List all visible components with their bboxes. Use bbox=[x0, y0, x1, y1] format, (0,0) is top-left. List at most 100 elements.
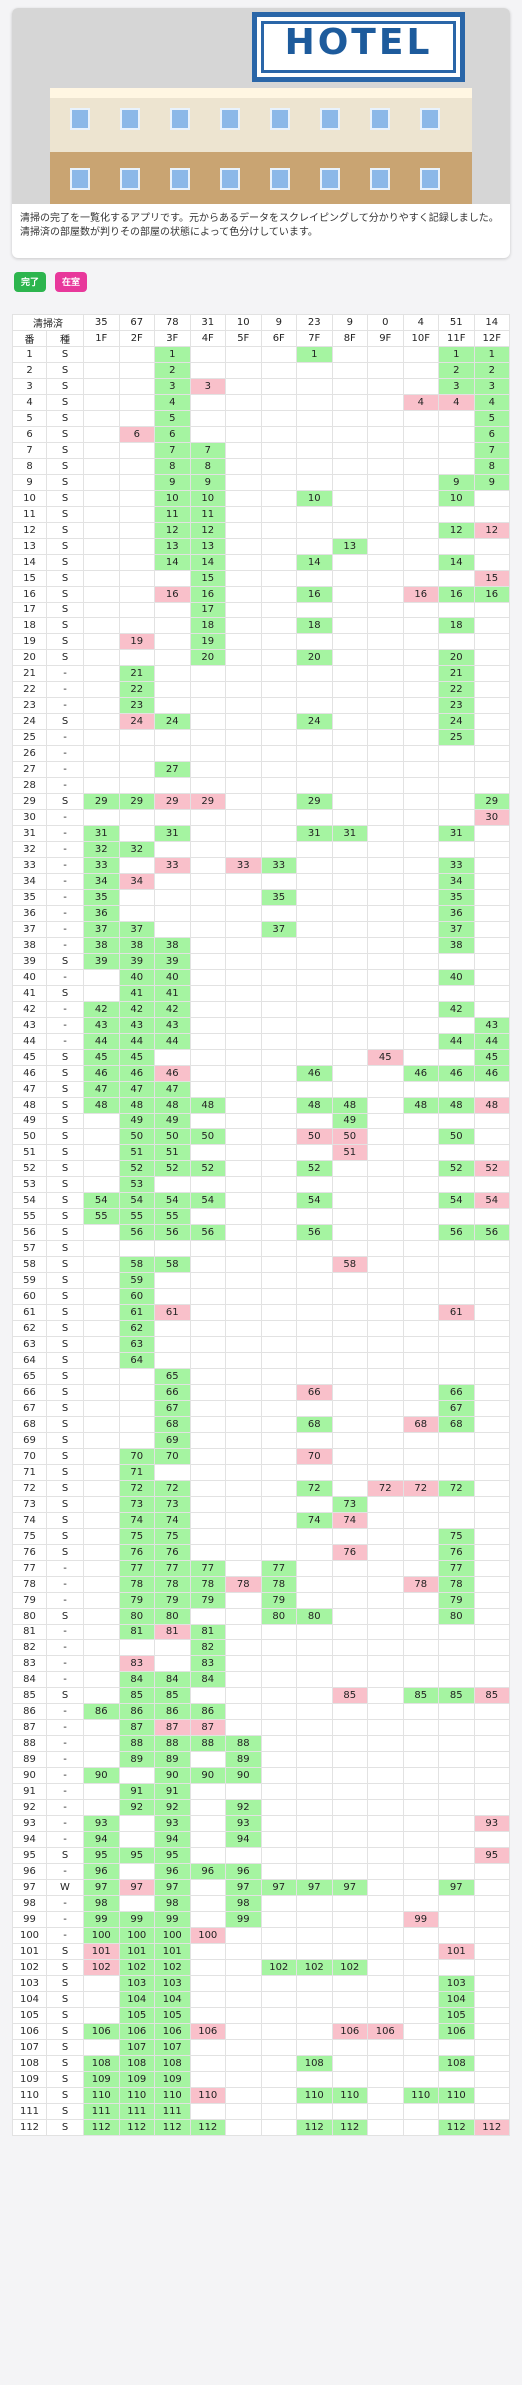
room-status-cell[interactable]: 39 bbox=[83, 952, 120, 970]
room-status-cell[interactable]: 16 bbox=[189, 585, 226, 603]
room-status-cell[interactable]: 110 bbox=[118, 2086, 155, 2104]
room-status-cell[interactable]: 107 bbox=[154, 2038, 191, 2056]
room-status-cell[interactable]: 39 bbox=[154, 952, 191, 970]
room-status-cell[interactable]: 1 bbox=[438, 346, 475, 363]
room-status-cell[interactable]: 109 bbox=[154, 2070, 191, 2088]
room-status-cell[interactable]: 56 bbox=[118, 1224, 155, 1242]
room-status-cell[interactable]: 50 bbox=[118, 1128, 155, 1146]
room-status-cell[interactable]: 108 bbox=[83, 2054, 120, 2072]
room-status-cell[interactable]: 75 bbox=[154, 1527, 191, 1545]
room-status-cell[interactable]: 101 bbox=[438, 1942, 475, 1960]
room-status-cell[interactable]: 3 bbox=[154, 377, 191, 395]
room-status-cell[interactable]: 68 bbox=[154, 1415, 191, 1433]
room-status-cell[interactable]: 21 bbox=[438, 665, 475, 683]
room-status-cell[interactable]: 35 bbox=[83, 888, 120, 906]
room-status-cell[interactable]: 42 bbox=[438, 1000, 475, 1018]
room-status-cell[interactable]: 72 bbox=[438, 1479, 475, 1497]
room-status-cell[interactable]: 2 bbox=[473, 361, 510, 379]
room-status-cell[interactable]: 9 bbox=[473, 473, 510, 491]
room-status-cell[interactable]: 85 bbox=[331, 1687, 368, 1705]
room-status-cell[interactable]: 46 bbox=[154, 1064, 191, 1082]
room-status-cell[interactable]: 78 bbox=[260, 1575, 297, 1593]
room-status-cell[interactable]: 29 bbox=[83, 793, 120, 811]
room-status-cell[interactable]: 76 bbox=[154, 1543, 191, 1561]
room-status-cell[interactable]: 96 bbox=[225, 1863, 262, 1880]
room-status-cell[interactable]: 89 bbox=[225, 1751, 262, 1769]
room-status-cell[interactable]: 84 bbox=[154, 1671, 191, 1689]
room-status-cell[interactable]: 107 bbox=[118, 2038, 155, 2056]
room-status-cell[interactable]: 104 bbox=[118, 1990, 155, 2008]
room-status-cell[interactable]: 87 bbox=[154, 1719, 191, 1737]
room-status-cell[interactable]: 105 bbox=[154, 2006, 191, 2024]
room-status-cell[interactable]: 38 bbox=[118, 936, 155, 954]
room-status-cell[interactable]: 29 bbox=[118, 793, 155, 811]
room-status-cell[interactable]: 4 bbox=[473, 393, 510, 411]
room-status-cell[interactable]: 96 bbox=[83, 1863, 120, 1880]
done-button[interactable]: 完了 bbox=[14, 272, 47, 292]
room-status-cell[interactable]: 99 bbox=[118, 1910, 155, 1928]
room-status-cell[interactable]: 84 bbox=[118, 1671, 155, 1689]
room-status-cell[interactable]: 1 bbox=[296, 346, 333, 363]
room-status-cell[interactable]: 72 bbox=[296, 1479, 333, 1497]
room-status-cell[interactable]: 98 bbox=[154, 1894, 191, 1912]
room-status-cell[interactable]: 51 bbox=[118, 1144, 155, 1162]
room-status-cell[interactable]: 32 bbox=[118, 841, 155, 858]
room-status-cell[interactable]: 67 bbox=[154, 1399, 191, 1417]
room-status-cell[interactable]: 99 bbox=[83, 1910, 120, 1928]
room-status-cell[interactable]: 4 bbox=[154, 393, 191, 411]
room-status-cell[interactable]: 63 bbox=[118, 1336, 155, 1354]
room-status-cell[interactable]: 79 bbox=[118, 1591, 155, 1609]
room-status-cell[interactable]: 93 bbox=[83, 1815, 120, 1833]
room-status-cell[interactable]: 85 bbox=[438, 1687, 475, 1705]
room-status-cell[interactable]: 5 bbox=[473, 409, 510, 427]
room-status-cell[interactable]: 10 bbox=[438, 489, 475, 507]
room-status-cell[interactable]: 111 bbox=[83, 2102, 120, 2120]
room-status-cell[interactable]: 99 bbox=[154, 1910, 191, 1928]
room-status-cell[interactable]: 110 bbox=[154, 2086, 191, 2104]
room-status-cell[interactable]: 36 bbox=[83, 904, 120, 922]
room-status-cell[interactable]: 16 bbox=[473, 585, 510, 603]
room-status-cell[interactable]: 75 bbox=[118, 1527, 155, 1545]
room-status-cell[interactable]: 112 bbox=[154, 2118, 191, 2136]
room-status-cell[interactable]: 110 bbox=[331, 2086, 368, 2104]
room-status-cell[interactable]: 102 bbox=[154, 1958, 191, 1976]
room-status-cell[interactable]: 101 bbox=[83, 1942, 120, 1960]
room-status-cell[interactable]: 52 bbox=[189, 1160, 226, 1178]
room-status-cell[interactable]: 55 bbox=[154, 1208, 191, 1226]
room-status-cell[interactable]: 14 bbox=[154, 553, 191, 571]
room-status-cell[interactable]: 52 bbox=[118, 1160, 155, 1178]
room-status-cell[interactable]: 16 bbox=[402, 585, 439, 603]
room-status-cell[interactable]: 106 bbox=[331, 2022, 368, 2040]
room-status-cell[interactable]: 97 bbox=[83, 1879, 120, 1896]
room-status-cell[interactable]: 44 bbox=[83, 1032, 120, 1050]
room-status-cell[interactable]: 19 bbox=[118, 633, 155, 651]
room-status-cell[interactable]: 66 bbox=[296, 1383, 333, 1401]
room-status-cell[interactable]: 106 bbox=[189, 2022, 226, 2040]
room-status-cell[interactable]: 29 bbox=[296, 793, 333, 811]
room-status-cell[interactable]: 66 bbox=[438, 1383, 475, 1401]
room-status-cell[interactable]: 92 bbox=[118, 1799, 155, 1817]
room-status-cell[interactable]: 94 bbox=[154, 1831, 191, 1849]
room-status-cell[interactable]: 76 bbox=[438, 1543, 475, 1561]
room-status-cell[interactable]: 112 bbox=[296, 2118, 333, 2136]
room-status-cell[interactable]: 68 bbox=[438, 1415, 475, 1433]
room-status-cell[interactable]: 6 bbox=[154, 425, 191, 443]
room-status-cell[interactable]: 100 bbox=[83, 1926, 120, 1944]
room-status-cell[interactable]: 49 bbox=[154, 1112, 191, 1130]
room-status-cell[interactable]: 112 bbox=[118, 2118, 155, 2136]
room-status-cell[interactable]: 112 bbox=[438, 2118, 475, 2136]
room-status-cell[interactable]: 70 bbox=[154, 1447, 191, 1465]
room-status-cell[interactable]: 76 bbox=[331, 1543, 368, 1561]
room-status-cell[interactable]: 90 bbox=[154, 1767, 191, 1785]
room-status-cell[interactable]: 13 bbox=[331, 537, 368, 555]
room-status-cell[interactable]: 13 bbox=[189, 537, 226, 555]
room-status-cell[interactable]: 46 bbox=[83, 1064, 120, 1082]
room-status-cell[interactable]: 106 bbox=[83, 2022, 120, 2040]
room-status-cell[interactable]: 55 bbox=[118, 1208, 155, 1226]
room-status-cell[interactable]: 1 bbox=[154, 346, 191, 363]
room-status-cell[interactable]: 97 bbox=[296, 1879, 333, 1896]
room-status-cell[interactable]: 14 bbox=[189, 553, 226, 571]
room-status-cell[interactable]: 97 bbox=[154, 1879, 191, 1896]
room-status-cell[interactable]: 21 bbox=[118, 665, 155, 683]
room-status-cell[interactable]: 18 bbox=[438, 617, 475, 635]
